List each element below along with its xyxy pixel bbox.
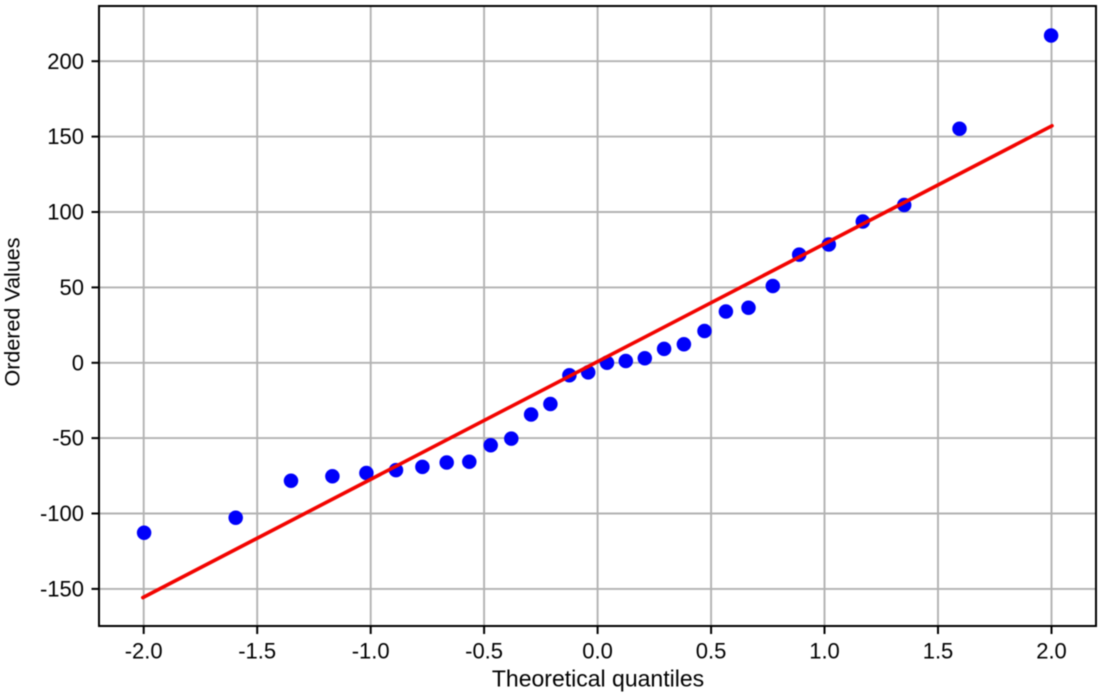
svg-text:-50: -50 xyxy=(52,426,84,451)
svg-text:Ordered Values: Ordered Values xyxy=(1,238,25,387)
svg-text:0.0: 0.0 xyxy=(582,639,613,664)
svg-text:1.5: 1.5 xyxy=(923,639,954,664)
svg-text:200: 200 xyxy=(47,49,84,74)
svg-text:150: 150 xyxy=(47,124,84,149)
svg-text:2.0: 2.0 xyxy=(1036,639,1067,664)
svg-text:0: 0 xyxy=(72,350,84,375)
svg-text:-1.5: -1.5 xyxy=(238,639,276,664)
svg-text:1.0: 1.0 xyxy=(809,639,840,664)
svg-text:-0.5: -0.5 xyxy=(465,639,503,664)
svg-text:0.5: 0.5 xyxy=(696,639,727,664)
svg-text:-1.0: -1.0 xyxy=(352,639,390,664)
svg-text:-150: -150 xyxy=(40,577,84,602)
svg-text:50: 50 xyxy=(60,275,84,300)
svg-text:100: 100 xyxy=(47,200,84,225)
svg-text:-2.0: -2.0 xyxy=(125,639,163,664)
svg-text:-100: -100 xyxy=(40,501,84,526)
svg-text:Theoretical quantiles: Theoretical quantiles xyxy=(492,666,704,692)
